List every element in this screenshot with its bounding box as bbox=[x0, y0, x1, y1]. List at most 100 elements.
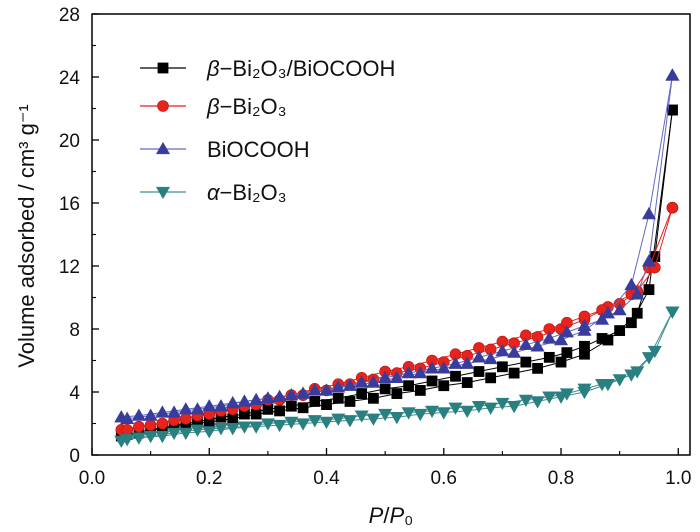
legend-label: β−Bi₂O₃ bbox=[206, 94, 287, 119]
series-4-desorption-point bbox=[284, 416, 299, 430]
series-1-adsorption-point bbox=[625, 317, 637, 329]
series-3-adsorption-point bbox=[530, 339, 545, 352]
series-3-adsorption-point bbox=[131, 408, 146, 421]
x-tick-label: 0.4 bbox=[313, 468, 340, 489]
series-4-adsorption-point bbox=[483, 402, 498, 415]
series-3-desorption-point bbox=[577, 318, 592, 332]
legend-marker bbox=[157, 62, 169, 74]
series-4-adsorption-point bbox=[155, 430, 170, 444]
series-4-desorption-point bbox=[542, 391, 557, 404]
series-3-desorption-point bbox=[167, 405, 182, 418]
series-4-desorption-point bbox=[495, 397, 510, 411]
legend-item: β−Bi₂O₃/BiOCOOH bbox=[140, 56, 395, 81]
text-run: −Bi₂O₃/BiOCOOH bbox=[220, 56, 396, 81]
series-3-desorption-point bbox=[559, 325, 574, 338]
series-3-desorption-point bbox=[307, 383, 322, 396]
series-4-desorption-point bbox=[630, 366, 645, 379]
x-tick-label: 0.0 bbox=[79, 468, 105, 489]
series-3-adsorption-point bbox=[225, 395, 240, 409]
series-3-adsorption-point bbox=[155, 405, 170, 418]
series-3-adsorption-point bbox=[389, 370, 404, 384]
series-1-adsorption-point bbox=[321, 399, 332, 411]
series-1-desorption-point bbox=[496, 361, 508, 373]
x-tick-label: 0.6 bbox=[431, 468, 457, 489]
y-tick-label: 20 bbox=[59, 131, 80, 152]
series-4-adsorption-point bbox=[460, 405, 475, 419]
series-3 bbox=[114, 68, 680, 424]
axes: 0.0 0.2 0.4 0.6 0.8 1.0 0 4 8 12 16 20 24 28 bbox=[59, 5, 692, 489]
series-4-desorption-point bbox=[665, 306, 680, 319]
series-3-desorption-point bbox=[237, 394, 252, 407]
y-tick-label: 4 bbox=[69, 383, 80, 404]
series-1-desorption-point bbox=[667, 104, 678, 116]
legend-label: β−Bi₂O₃/BiOCOOH bbox=[206, 56, 395, 81]
series-4-desorption-point bbox=[354, 410, 369, 423]
legend-marker bbox=[157, 100, 169, 112]
series-1-adsorption-point bbox=[250, 408, 262, 420]
series-1-desorption-point bbox=[631, 307, 643, 319]
series-4-adsorption-point bbox=[507, 400, 522, 414]
series-4-adsorption-point bbox=[296, 418, 311, 431]
series-4-desorption-point bbox=[120, 434, 135, 447]
series-3-adsorption-point bbox=[296, 386, 311, 399]
series-3-adsorption-point bbox=[624, 277, 639, 291]
text-run: ₀ bbox=[404, 503, 413, 528]
series-1-adsorption-point bbox=[344, 396, 356, 407]
series-1-desorption-point bbox=[379, 383, 391, 395]
series-1-desorption-point bbox=[309, 396, 321, 407]
series-3-desorption-point bbox=[425, 361, 440, 374]
series-1-adsorption-point bbox=[274, 405, 286, 417]
series-4-adsorption-point bbox=[413, 408, 428, 422]
series-1-desorption-point bbox=[520, 356, 532, 368]
series-4-desorption-point bbox=[167, 427, 182, 441]
series-3-desorption-point bbox=[260, 391, 275, 404]
series-4-desorption-point bbox=[559, 388, 574, 401]
text-run: / bbox=[383, 503, 390, 528]
series-4-adsorption-point bbox=[530, 396, 545, 409]
series-1-desorption-point bbox=[356, 388, 368, 399]
text-run: β bbox=[206, 56, 220, 81]
series-3-adsorption-point bbox=[600, 306, 615, 319]
series-3-desorption-point bbox=[448, 356, 463, 369]
series-3-desorption-point bbox=[190, 402, 205, 415]
series-1-desorption-point bbox=[332, 392, 344, 404]
series-3-adsorption-point bbox=[342, 378, 357, 391]
series-1-adsorption-point bbox=[485, 372, 497, 384]
series-3-desorption-point bbox=[495, 343, 510, 357]
series-4-desorption-point bbox=[260, 418, 275, 431]
series-1-desorption-point bbox=[579, 340, 590, 352]
series-3-desorption-point bbox=[120, 411, 135, 424]
series-1-adsorption-point bbox=[643, 284, 655, 296]
legend-item: BiOCOOH bbox=[140, 137, 310, 162]
series-3-desorption-point bbox=[213, 399, 228, 412]
text-run: P bbox=[369, 503, 384, 528]
series-2-adsorption-point bbox=[180, 412, 192, 425]
legend-marker bbox=[155, 186, 171, 200]
series-4-desorption-point bbox=[213, 423, 228, 436]
legend-label: BiOCOOH bbox=[207, 137, 310, 162]
series-1-desorption-point bbox=[561, 347, 573, 359]
series-3-adsorption-point bbox=[366, 375, 381, 388]
series-4-desorption-point bbox=[647, 345, 662, 359]
series-1-adsorption-point bbox=[297, 402, 309, 414]
series-3-adsorption-point bbox=[483, 351, 498, 365]
series-4-desorption-point bbox=[237, 421, 252, 434]
series-4-adsorption-point bbox=[249, 421, 264, 434]
series-3-desorption-point bbox=[665, 68, 680, 81]
series-2-adsorption-point bbox=[156, 417, 169, 430]
series-1-desorption-point bbox=[450, 370, 461, 382]
series-3-desorption-point bbox=[542, 331, 557, 344]
series-4-desorption-point bbox=[331, 413, 346, 426]
series-1-desorption-point bbox=[473, 366, 485, 377]
text-run: P bbox=[389, 503, 404, 528]
y-tick-label: 24 bbox=[59, 68, 81, 89]
series-3-adsorption-point bbox=[319, 383, 334, 396]
series-1-desorption-point bbox=[543, 351, 555, 363]
series-2-desorption-point bbox=[121, 423, 133, 436]
series-3-adsorption-point bbox=[436, 361, 451, 374]
legend-label: α−Bi₂O₃ bbox=[207, 180, 287, 205]
series-3-adsorption-point bbox=[272, 389, 287, 402]
series-4-adsorption-point bbox=[202, 426, 217, 439]
series-1-adsorption-point bbox=[532, 362, 543, 374]
